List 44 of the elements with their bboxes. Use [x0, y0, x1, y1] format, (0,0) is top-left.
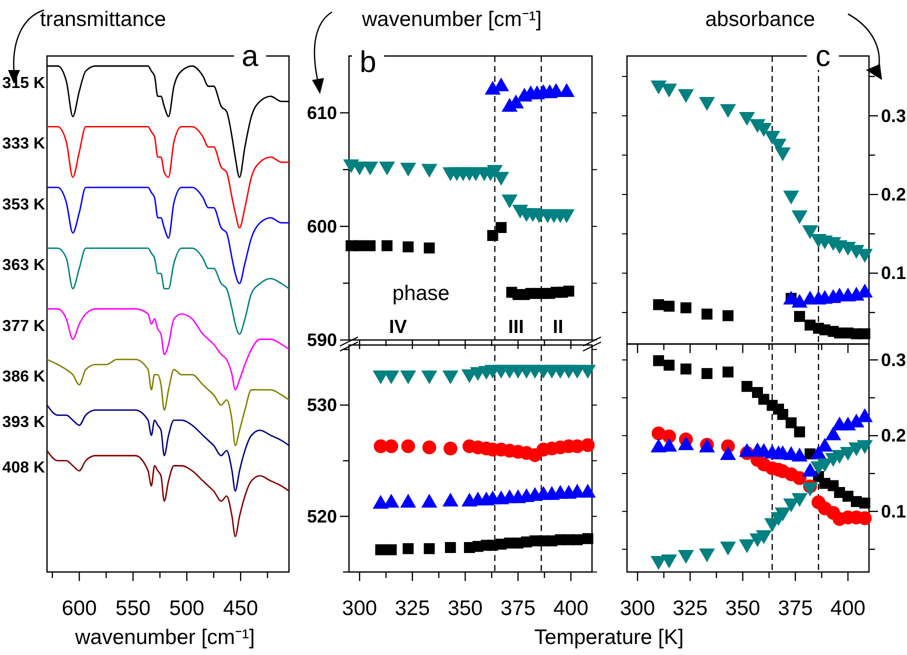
x-axis-title: Temperature [K]	[534, 626, 684, 649]
x-tick-label: 500	[169, 597, 204, 620]
series-label: 353 K	[2, 196, 46, 214]
annotation: III	[508, 317, 524, 338]
series-label: 408 K	[2, 460, 46, 477]
y-axis-title: transmittance	[40, 8, 166, 31]
series-label: 333 K	[2, 136, 46, 153]
y-tick-label: 0.1	[881, 501, 906, 522]
chart-title: a	[242, 40, 259, 73]
x-axis-title: wavenumber [cm⁻¹]	[74, 626, 255, 649]
y-tick-label: 0.2	[881, 184, 906, 204]
y-tick-label: 610	[306, 102, 337, 123]
y-tick-label: 520	[306, 506, 337, 526]
series-label: 393 K	[2, 414, 46, 432]
y-axis-title: absorbance	[705, 8, 815, 31]
x-tick-label: 400	[830, 597, 866, 620]
y-axis-title: wavenumber [cm⁻¹]	[361, 8, 542, 31]
series-label: 363 K	[2, 257, 46, 274]
series-label: 386 K	[2, 368, 46, 386]
annotation: II	[552, 317, 564, 338]
x-tick-label: 600	[62, 597, 97, 620]
x-tick-label: 450	[223, 597, 258, 620]
chart-title: c	[816, 40, 830, 73]
x-tick-label: 300	[620, 597, 656, 620]
x-tick-label: 325	[394, 597, 430, 620]
x-tick-label: 375	[778, 597, 813, 620]
y-tick-label: 600	[306, 216, 337, 236]
x-tick-label: 400	[553, 597, 588, 620]
y-tick-label: 530	[306, 395, 337, 416]
x-tick-label: 550	[116, 597, 151, 620]
y-tick-label: 590	[306, 330, 337, 350]
y-tick-label: 0.3	[881, 106, 906, 126]
x-tick-label: 375	[500, 597, 536, 620]
x-tick-label: 350	[725, 597, 760, 620]
y-tick-label: 0.1	[881, 263, 906, 284]
annotation: IV	[389, 317, 408, 338]
x-tick-label: 350	[448, 597, 483, 620]
x-tick-label: 325	[672, 597, 708, 620]
chart-title: b	[360, 46, 376, 79]
y-tick-label: 0.3	[881, 350, 906, 370]
x-tick-label: 300	[342, 597, 378, 620]
annotation: phase	[392, 282, 450, 305]
y-tick-label: 0.2	[881, 426, 906, 446]
series-label: 377 K	[2, 318, 46, 335]
